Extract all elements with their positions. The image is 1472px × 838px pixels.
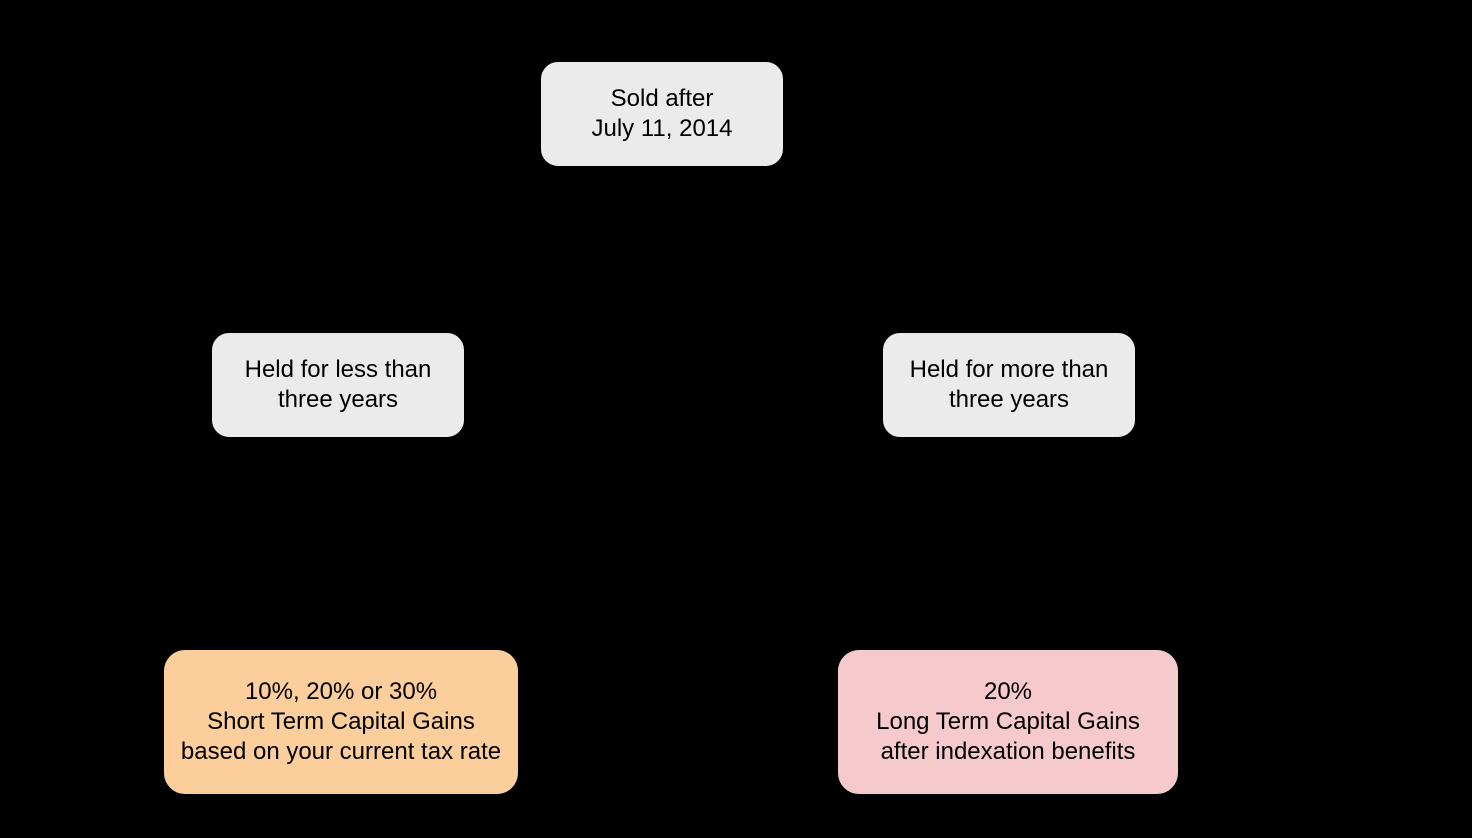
node-left-leaf-line1: 10%, 20% or 30% bbox=[245, 677, 437, 707]
node-root-line1: Sold after bbox=[611, 84, 714, 114]
node-left-leaf-line2: Short Term Capital Gains bbox=[207, 707, 475, 737]
node-left-leaf-line3: based on your current tax rate bbox=[181, 737, 501, 767]
node-left-mid-line2: three years bbox=[278, 385, 398, 415]
flowchart-node-root: Sold after July 11, 2014 bbox=[538, 59, 786, 169]
node-left-mid-line1: Held for less than bbox=[245, 355, 432, 385]
flowchart-node-left-mid: Held for less than three years bbox=[209, 330, 467, 440]
node-right-mid-line1: Held for more than bbox=[910, 355, 1109, 385]
node-right-mid-line2: three years bbox=[949, 385, 1069, 415]
flowchart-node-right-mid: Held for more than three years bbox=[880, 330, 1138, 440]
node-right-leaf-line2: Long Term Capital Gains bbox=[876, 707, 1140, 737]
node-root-line2: July 11, 2014 bbox=[592, 114, 733, 144]
flowchart-node-left-leaf: 10%, 20% or 30% Short Term Capital Gains… bbox=[161, 647, 521, 797]
node-right-leaf-line1: 20% bbox=[984, 677, 1032, 707]
node-right-leaf-line3: after indexation benefits bbox=[881, 737, 1136, 767]
flowchart-node-right-leaf: 20% Long Term Capital Gains after indexa… bbox=[835, 647, 1181, 797]
